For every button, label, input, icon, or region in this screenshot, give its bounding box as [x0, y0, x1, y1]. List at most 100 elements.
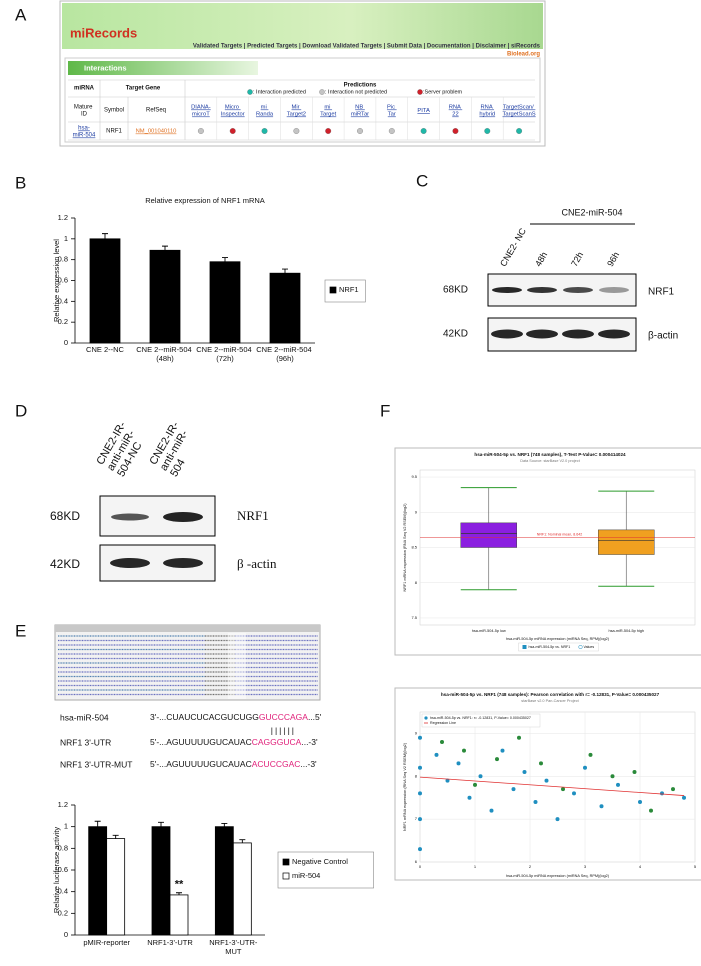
seed-site: ACUCCGAC	[252, 759, 301, 769]
y-tick-label: 9	[415, 730, 418, 735]
x-tick-label: 1	[474, 864, 477, 869]
legend-swatch	[329, 286, 337, 294]
size-label: 42KD	[443, 329, 468, 340]
point	[616, 782, 620, 787]
error-bar	[221, 822, 228, 827]
blot-band	[110, 558, 150, 568]
legend-swatch	[578, 644, 583, 650]
table-header: Predictions	[344, 83, 377, 89]
sequence-part: ...-3'	[300, 759, 317, 769]
point	[418, 735, 422, 740]
y-tick-label: 6	[415, 859, 418, 864]
legend-label: miR-504	[292, 871, 320, 880]
y-tick-label: 0.8	[58, 843, 68, 852]
x-tick-label: CNE 2--miR-504 (96h)	[256, 345, 314, 363]
panel-label: F	[380, 401, 390, 420]
section-title: Interactions	[84, 63, 127, 72]
x-tick-label: 3	[584, 864, 587, 869]
box	[598, 529, 655, 555]
y-tick-label: 0.2	[58, 908, 68, 917]
y-tick-label: 0.4	[58, 887, 68, 896]
tool-link[interactable]: RNA 22	[449, 104, 463, 117]
legend-label: : Interaction predicted	[253, 89, 306, 95]
sequence-part: ...5'	[308, 712, 322, 722]
legend-swatch	[424, 716, 428, 720]
mirna-link[interactable]: hsa-miR-504	[73, 125, 96, 138]
error-bar	[94, 820, 101, 827]
bar	[214, 826, 234, 936]
tool-link[interactable]: TargetScan/ TargetScanS	[502, 104, 535, 117]
protein-label: NRF1	[237, 508, 269, 523]
y-tick-label: 0	[64, 930, 68, 939]
table-header: Mature ID	[74, 104, 94, 117]
tool-link[interactable]: mi Target	[320, 104, 337, 117]
tool-link[interactable]: RNA hybrid	[479, 104, 495, 117]
protein-label: β-actin	[648, 331, 678, 342]
error-bar	[158, 821, 164, 827]
size-label: 68KD	[50, 509, 80, 523]
site-nav: Validated Targets | Predicted Targets | …	[193, 44, 541, 50]
sequence-name: NRF1 3'-UTR-MUT	[60, 759, 132, 769]
y-tick-label: 0.6	[58, 275, 68, 284]
tool-link[interactable]: Pic Tar	[387, 104, 397, 117]
legend-swatch	[282, 872, 290, 880]
panel-label: A	[15, 5, 27, 24]
point	[522, 770, 527, 774]
point	[467, 795, 472, 800]
y-tick-label: 0.8	[58, 255, 68, 264]
refseq-link[interactable]: NM_001040110	[136, 129, 177, 135]
gene-symbol: NRF1	[106, 129, 122, 135]
legend-box	[324, 279, 366, 303]
point	[583, 765, 587, 770]
point	[418, 765, 422, 770]
point	[500, 748, 505, 753]
point	[489, 808, 494, 813]
tool-link[interactable]: PITA	[417, 108, 430, 114]
point	[418, 791, 422, 796]
tool-link[interactable]: NB miRTar	[351, 104, 369, 117]
point	[544, 778, 549, 783]
status-icon	[388, 128, 395, 134]
point	[682, 795, 686, 800]
point	[533, 800, 538, 804]
y-axis-label: NRF1 mRNA expression (RNA Seq V2 RSEM)(l…	[403, 503, 407, 592]
point	[610, 774, 615, 779]
status-icon	[420, 128, 427, 134]
legend-swatch	[522, 645, 527, 649]
table-header: Symbol	[104, 108, 124, 114]
reference-label: NRF1: Nominal mean, 8.642	[537, 532, 583, 536]
x-tick-label: CNE 2--miR-504 (72h)	[196, 345, 254, 363]
tool-link[interactable]: DIANA-microT	[191, 104, 211, 117]
y-axis-label: Relative expression level	[52, 239, 61, 322]
content-box	[64, 57, 541, 143]
chart-title: hsa-miR-504-5p vs. NRF1 (748 samples): P…	[441, 692, 660, 697]
blot-band	[599, 287, 629, 293]
tool-link[interactable]: mi Randa	[256, 104, 274, 117]
point	[517, 735, 521, 740]
status-icon	[357, 128, 363, 134]
tool-link[interactable]: Mir Target2	[287, 104, 306, 117]
lane-label: CNE2-IR-anti-miR-504-NC	[94, 419, 149, 479]
alignment-highlight	[228, 633, 246, 699]
sequence-part: 5'-...AGUUUUUGUCAUAC	[150, 759, 252, 769]
point	[588, 752, 593, 757]
sequence-part: 5'-...AGUUUUUGUCAUAC	[150, 737, 252, 747]
y-axis-label: NRF1 mRNA expression (RNA Seq V2 RSEM)(l…	[403, 742, 407, 831]
legend-label: Regression Line	[430, 721, 456, 725]
point	[418, 817, 422, 822]
lane-label: 72h	[569, 250, 585, 268]
sequence-name: hsa-miR-504	[60, 712, 109, 722]
status-icon	[325, 128, 332, 134]
status-icon	[417, 89, 423, 95]
table-header: miRNA	[74, 86, 95, 92]
status-icon	[319, 89, 325, 95]
x-tick-label: pMIR-reporter	[83, 938, 130, 947]
bar	[149, 249, 181, 344]
lane-label: 48h	[533, 250, 549, 268]
point	[440, 740, 444, 744]
tool-link[interactable]: Micro Inspector	[221, 104, 245, 117]
section-tab	[68, 61, 258, 75]
y-tick-label: 7	[415, 816, 418, 821]
status-icon	[229, 128, 236, 134]
